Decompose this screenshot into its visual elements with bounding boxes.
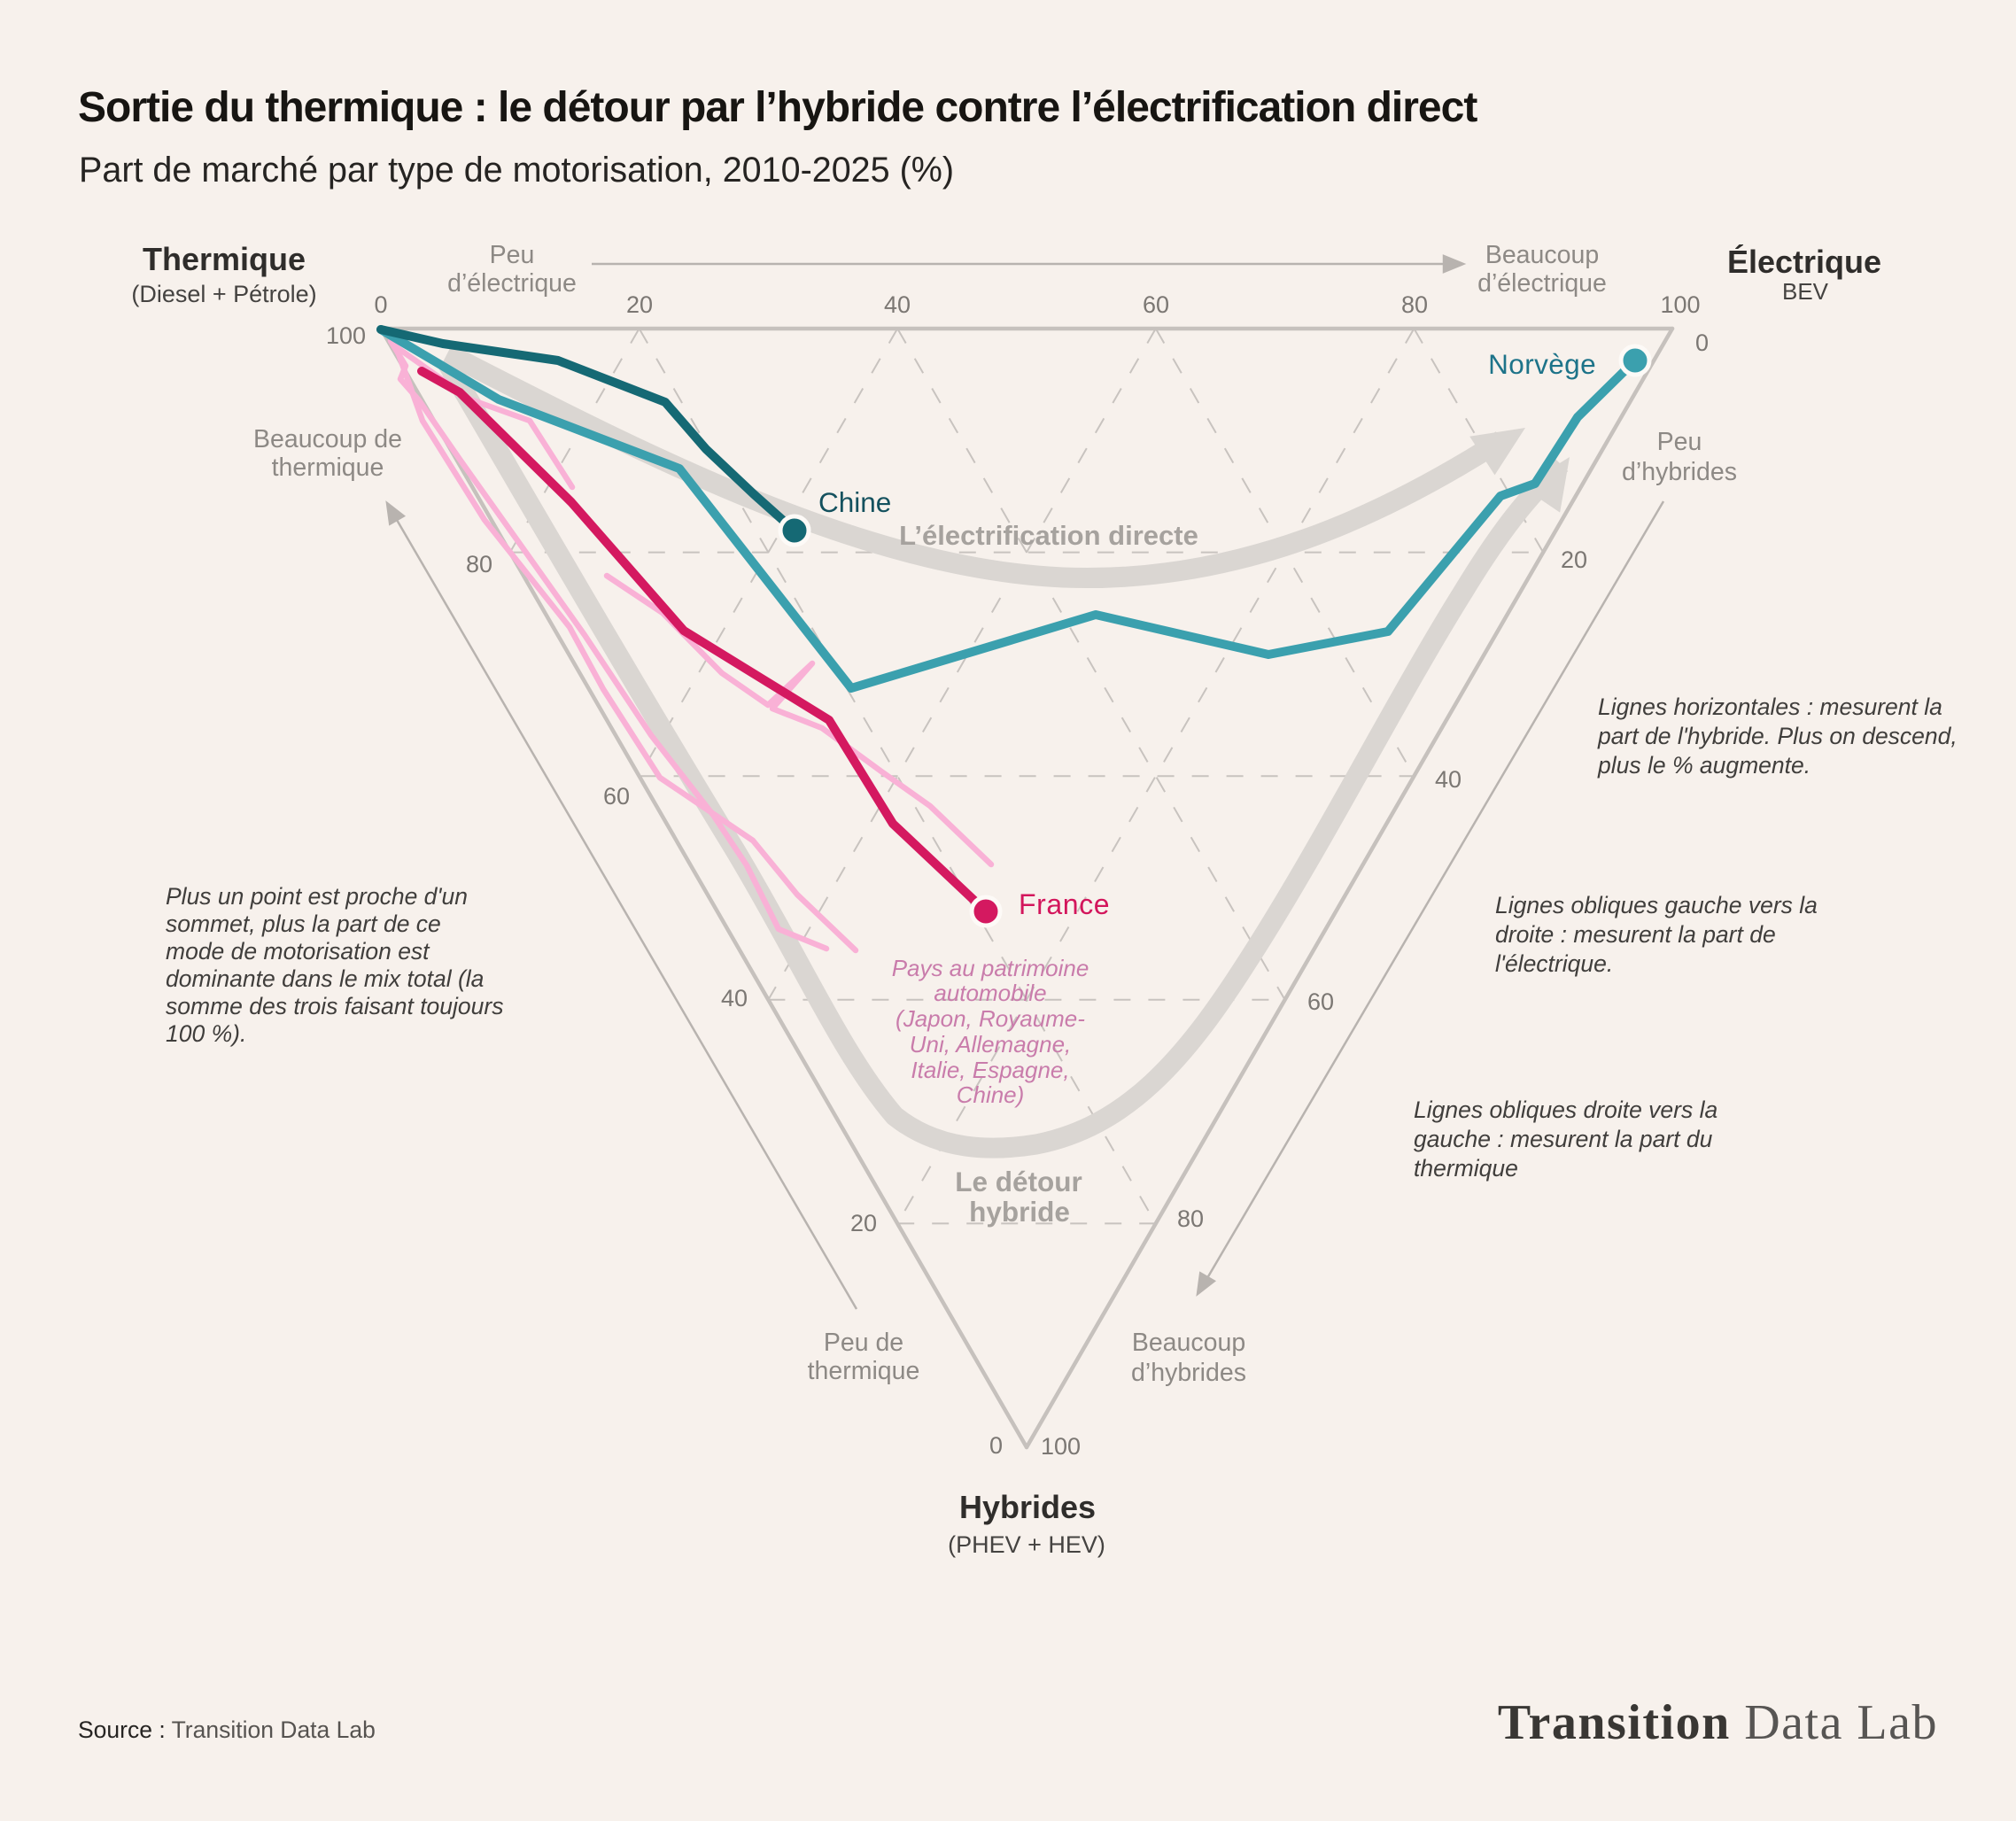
svg-text:d’hybrides: d’hybrides: [1131, 1359, 1246, 1387]
svg-text:80: 80: [1177, 1205, 1204, 1232]
svg-text:40: 40: [1435, 766, 1462, 793]
svg-text:Beaucoup: Beaucoup: [1132, 1329, 1245, 1357]
svg-text:40: 40: [884, 291, 911, 318]
svg-text:Peu de: Peu de: [824, 1329, 903, 1357]
svg-text:100 %).: 100 %).: [166, 1020, 246, 1047]
svg-text:Lignes obliques droite vers la: Lignes obliques droite vers la: [1414, 1096, 1717, 1123]
svg-text:Norvège: Norvège: [1488, 348, 1596, 380]
svg-text:hybride: hybride: [969, 1196, 1070, 1228]
svg-text:Chine: Chine: [818, 486, 891, 518]
svg-text:thermique: thermique: [272, 453, 384, 482]
svg-text:20: 20: [1561, 546, 1587, 573]
svg-text:gauche : mesurent la part du: gauche : mesurent la part du: [1414, 1126, 1713, 1152]
svg-text:40: 40: [721, 985, 748, 1011]
svg-text:(Japon, Royaume-: (Japon, Royaume-: [896, 1005, 1085, 1032]
svg-text:automobile: automobile: [934, 980, 1046, 1006]
svg-text:60: 60: [1307, 988, 1334, 1015]
svg-text:Lignes obliques gauche vers la: Lignes obliques gauche vers la: [1495, 892, 1818, 918]
svg-text:Électrique: Électrique: [1727, 244, 1881, 280]
svg-text:Peu: Peu: [490, 241, 535, 269]
svg-text:100: 100: [326, 322, 366, 349]
svg-text:80: 80: [466, 551, 492, 577]
svg-text:Sortie du thermique : le détou: Sortie du thermique : le détour par l’hy…: [78, 84, 1477, 131]
svg-text:Plus un point est proche d'un: Plus un point est proche d'un: [166, 883, 468, 910]
svg-text:(PHEV + HEV): (PHEV + HEV): [948, 1531, 1105, 1558]
svg-text:d’hybrides: d’hybrides: [1622, 458, 1737, 486]
svg-text:Beaucoup de: Beaucoup de: [253, 425, 402, 453]
svg-text:l'électrique.: l'électrique.: [1495, 950, 1613, 977]
svg-text:sommet, plus la part de ce: sommet, plus la part de ce: [166, 910, 441, 937]
svg-text:Lignes horizontales : mesurent: Lignes horizontales : mesurent la: [1598, 694, 1942, 720]
svg-text:0: 0: [989, 1432, 1003, 1459]
svg-text:Hybrides: Hybrides: [959, 1489, 1096, 1525]
svg-text:0: 0: [374, 291, 387, 318]
svg-text:Transition Data Lab: Transition Data Lab: [1498, 1695, 1938, 1750]
svg-text:L’électrification directe: L’électrification directe: [899, 520, 1198, 551]
svg-text:80: 80: [1401, 291, 1428, 318]
svg-text:part de l'hybride. Plus on des: part de l'hybride. Plus on descend,: [1597, 723, 1958, 749]
svg-text:BEV: BEV: [1782, 278, 1829, 305]
svg-text:d’électrique: d’électrique: [1477, 269, 1607, 298]
svg-text:thermique: thermique: [808, 1357, 920, 1385]
svg-text:Le détour: Le détour: [955, 1166, 1082, 1197]
svg-text:d’électrique: d’électrique: [447, 269, 577, 298]
svg-text:Uni, Allemagne,: Uni, Allemagne,: [910, 1031, 1072, 1058]
svg-text:France: France: [1019, 888, 1110, 920]
svg-text:(Diesel + Pétrole): (Diesel + Pétrole): [131, 281, 316, 307]
svg-text:plus le % augmente.: plus le % augmente.: [1597, 752, 1811, 779]
svg-text:mode de motorisation est: mode de motorisation est: [166, 938, 430, 965]
svg-text:60: 60: [1143, 291, 1169, 318]
svg-text:droite : mesurent la part de: droite : mesurent la part de: [1495, 921, 1776, 948]
svg-text:Chine): Chine): [957, 1081, 1025, 1108]
svg-text:thermique: thermique: [1414, 1155, 1518, 1182]
svg-text:somme des trois faisant toujou: somme des trois faisant toujours: [166, 993, 503, 1019]
svg-text:Italie, Espagne,: Italie, Espagne,: [911, 1057, 1069, 1083]
svg-text:Beaucoup: Beaucoup: [1485, 241, 1599, 269]
svg-text:Part de marché par type de mot: Part de marché par type de motorisation,…: [79, 151, 954, 190]
svg-text:Source : Transition Data Lab: Source : Transition Data Lab: [78, 1716, 376, 1743]
svg-text:20: 20: [850, 1210, 877, 1236]
svg-text:dominante dans le mix total (l: dominante dans le mix total (la: [166, 965, 484, 992]
svg-text:60: 60: [603, 783, 630, 810]
svg-text:Pays au patrimoine: Pays au patrimoine: [892, 955, 1089, 981]
svg-text:Peu: Peu: [1657, 428, 1702, 456]
svg-text:20: 20: [626, 291, 653, 318]
svg-text:0: 0: [1695, 329, 1709, 356]
svg-text:Thermique: Thermique: [143, 241, 306, 277]
svg-text:100: 100: [1660, 291, 1700, 318]
svg-text:100: 100: [1041, 1433, 1081, 1460]
